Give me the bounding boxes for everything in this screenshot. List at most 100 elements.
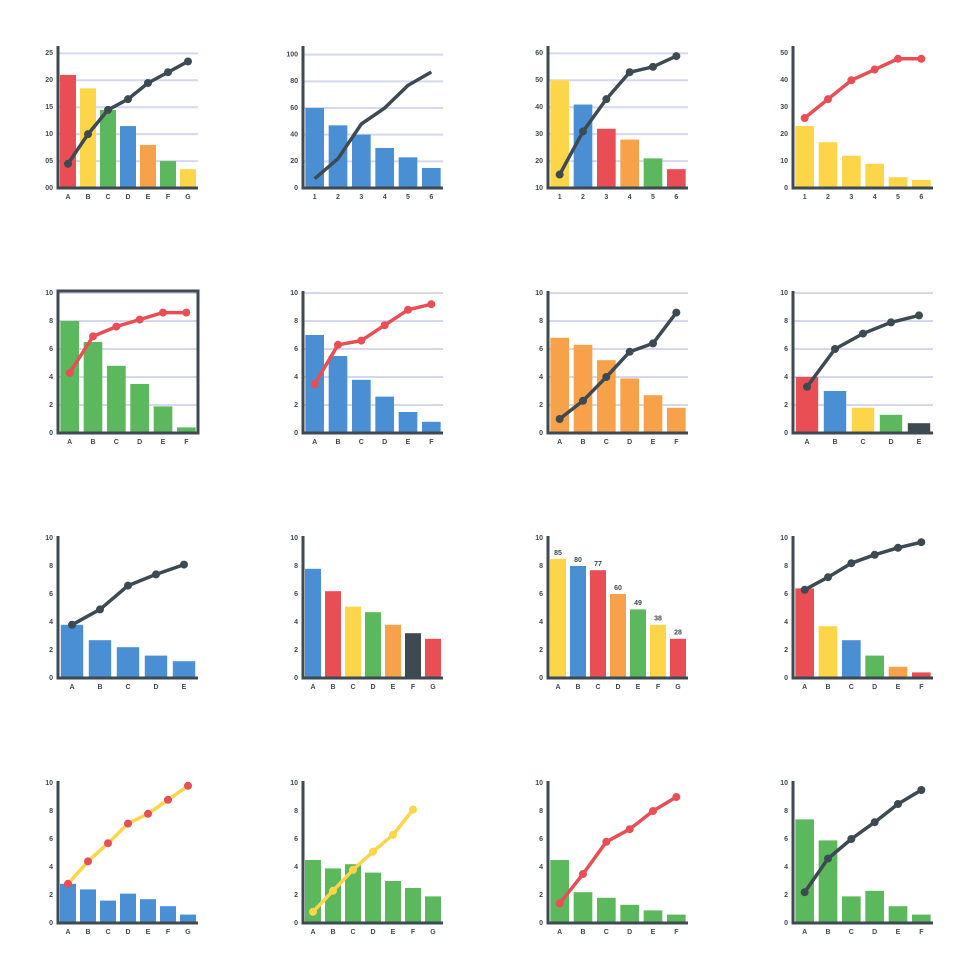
line-marker (112, 322, 121, 331)
bar (140, 899, 156, 923)
y-tick-label: 0 (784, 430, 788, 437)
line-marker (824, 573, 832, 582)
x-tick-label: 2 (336, 194, 340, 201)
x-tick-label: E (636, 684, 641, 691)
line-marker (579, 396, 587, 405)
y-tick-label: 8 (49, 318, 53, 325)
x-tick-label: F (674, 439, 679, 446)
x-tick-label: D (627, 929, 632, 936)
y-tick-label: 2 (784, 892, 788, 899)
x-tick-label: G (675, 684, 681, 691)
line-marker (625, 68, 634, 77)
line-marker (602, 837, 611, 846)
x-tick-label: 4 (383, 194, 387, 201)
bar (550, 559, 566, 678)
x-tick-label: 1 (313, 194, 317, 201)
y-tick-label: 4 (784, 619, 788, 626)
bar (842, 155, 861, 188)
line-marker (602, 95, 611, 104)
bar (425, 638, 441, 678)
y-tick-label: 10 (290, 780, 298, 787)
x-tick-label: D (382, 439, 387, 446)
line-marker (96, 605, 104, 614)
y-tick-label: 2 (539, 892, 543, 899)
data-label: 77 (594, 561, 602, 568)
bar (80, 88, 96, 188)
y-tick-label: 10 (535, 290, 543, 297)
y-tick-label: 10 (290, 535, 298, 542)
line-marker (555, 899, 564, 908)
x-tick-label: F (166, 194, 171, 201)
y-tick-label: 10 (45, 535, 53, 542)
line-marker (64, 159, 72, 168)
bar (60, 624, 84, 678)
line (803, 57, 922, 120)
y-tick-label: 10 (290, 290, 298, 297)
bar (912, 914, 931, 923)
y-tick-label: 6 (294, 836, 298, 843)
x-tick-label: F (429, 439, 434, 446)
bar (643, 395, 663, 433)
x-tick-label: G (185, 929, 191, 936)
bar (345, 606, 361, 678)
bar (550, 860, 569, 923)
bar (888, 666, 908, 678)
y-tick-label: 4 (784, 864, 788, 871)
x-tick-label: C (604, 439, 609, 446)
x-tick-label: A (802, 684, 807, 691)
y-tick-label: 40 (290, 132, 298, 139)
y-tick-label: 60 (290, 105, 298, 112)
line-marker (847, 76, 856, 85)
y-tick-label: 0 (294, 430, 298, 437)
x-tick-label: C (350, 929, 355, 936)
y-tick-label: 10 (780, 290, 788, 297)
bar (88, 640, 112, 678)
bar (888, 177, 908, 188)
bar (328, 356, 348, 433)
line-marker (870, 550, 879, 559)
line-marker (404, 305, 412, 314)
bar (823, 391, 847, 433)
x-tick-label: B (825, 684, 830, 691)
line-marker (144, 809, 152, 818)
x-tick-label: G (185, 194, 191, 201)
x-tick-label: E (651, 439, 656, 446)
data-label: 28 (674, 630, 682, 637)
line-marker (915, 311, 923, 320)
x-tick-label: E (406, 439, 411, 446)
bar (842, 640, 861, 678)
line-marker (309, 907, 317, 916)
x-tick-label: C (595, 684, 600, 691)
bar (405, 633, 421, 678)
x-tick-label: D (370, 684, 375, 691)
x-tick-label: C (350, 684, 355, 691)
x-tick-label: E (146, 194, 151, 201)
line-marker (184, 781, 192, 790)
x-tick-label: D (137, 439, 142, 446)
line-marker (409, 805, 417, 814)
line-marker (427, 300, 436, 309)
y-tick-label: 8 (294, 808, 298, 815)
y-tick-label: 4 (294, 374, 298, 381)
x-tick-label: 5 (651, 194, 655, 201)
x-tick-label: B (97, 684, 102, 691)
y-tick-label: 4 (49, 619, 53, 626)
line-marker (672, 793, 681, 801)
line-marker (649, 807, 657, 815)
x-tick-label: 6 (674, 194, 678, 201)
line-marker (887, 318, 895, 327)
line-marker (349, 865, 357, 874)
x-tick-label: A (557, 929, 562, 936)
x-tick-label: A (69, 684, 74, 691)
x-tick-label: F (411, 929, 416, 936)
y-tick-label: 10 (535, 185, 543, 192)
y-tick-label: 4 (49, 374, 53, 381)
y-tick-label: 05 (45, 158, 53, 165)
x-tick-label: A (312, 439, 317, 446)
x-tick-label: 4 (628, 194, 632, 201)
bar (422, 168, 441, 188)
y-tick-label: 20 (290, 158, 298, 165)
line-marker (182, 308, 191, 317)
x-tick-label: 3 (604, 194, 608, 201)
y-tick-label: 6 (294, 591, 298, 598)
